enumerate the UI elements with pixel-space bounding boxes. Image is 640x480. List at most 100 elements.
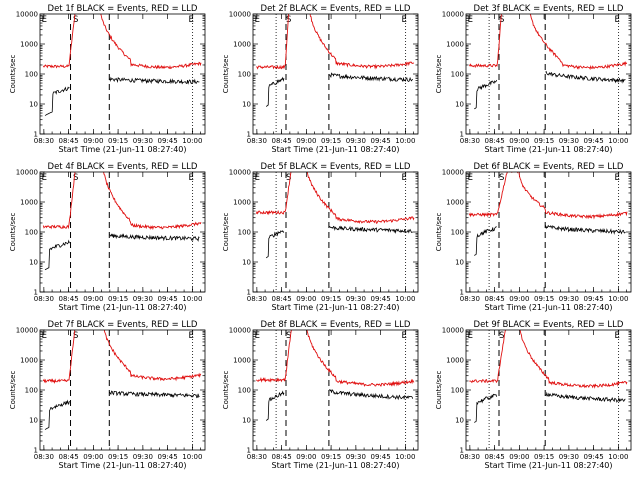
panel-det-3: Det 3f BLACK = Events, RED = LLD Counts/s…: [435, 4, 632, 154]
plot-frame: [39, 171, 206, 293]
series-lld: [42, 14, 202, 70]
marker-letter: E: [468, 173, 473, 183]
x-tick-label: 09:45: [371, 137, 391, 145]
y-tick-label: 1: [34, 447, 38, 455]
series-events: [474, 391, 626, 423]
plot-frame: [465, 171, 632, 293]
y-tick-label: 10: [29, 101, 38, 109]
y-tick-label: 1: [460, 447, 464, 455]
y-axis-label: Counts/sec: [9, 213, 17, 252]
marker-letter: E: [42, 173, 47, 183]
y-tick-label: 1000: [20, 357, 38, 365]
y-axis-label: Counts/sec: [435, 55, 443, 94]
y-tick-label: 1000: [20, 199, 38, 207]
marker-letter: E: [189, 173, 194, 183]
panel-det-1: Det 1f BLACK = Events, RED = LLD Counts/s…: [9, 4, 206, 154]
y-tick-label: 1: [34, 131, 38, 139]
plot-frame: [39, 13, 206, 135]
panel-det-6: Det 6f BLACK = Events, RED = LLD Counts/s…: [435, 162, 632, 312]
x-tick-label: 09:15: [108, 295, 128, 303]
x-tick-label: 09:15: [321, 295, 341, 303]
series-lld: [469, 330, 628, 389]
x-tick-label: 08:45: [59, 453, 79, 461]
x-tick-label: 09:45: [158, 453, 178, 461]
y-tick-label: 1: [247, 131, 251, 139]
y-tick-label: 1000: [446, 41, 464, 49]
series-events: [44, 390, 200, 430]
panel-title: Det 4f BLACK = Events, RED = LLD: [48, 162, 198, 172]
marker-letter: S: [499, 331, 504, 341]
panel-title: Det 9f BLACK = Events, RED = LLD: [474, 320, 624, 330]
x-axis-label: Start Time (21-Jun-11 08:27:40): [59, 461, 187, 470]
y-tick-label: 1000: [233, 357, 251, 365]
series-events: [265, 225, 413, 259]
y-axis-label: Counts/sec: [435, 213, 443, 252]
x-tick-label: 09:30: [133, 453, 153, 461]
x-tick-label: 08:30: [34, 453, 54, 461]
x-tick-label: 10:00: [182, 137, 202, 145]
x-tick-label: 08:30: [247, 295, 267, 303]
series-lld: [255, 172, 415, 224]
marker-letter: S: [286, 173, 291, 183]
marker-letter: E: [42, 331, 47, 341]
x-tick-label: 09:45: [371, 453, 391, 461]
x-tick-label: 09:30: [559, 137, 579, 145]
series-lld: [42, 330, 202, 385]
y-tick-label: 1: [247, 447, 251, 455]
x-tick-label: 10:00: [395, 137, 415, 145]
x-tick-label: 09:15: [534, 295, 554, 303]
x-tick-label: 09:45: [584, 137, 604, 145]
x-axis-label: Start Time (21-Jun-11 08:27:40): [485, 145, 613, 154]
x-tick-label: 09:45: [371, 295, 391, 303]
marker-letter: E: [255, 331, 260, 341]
plot-frame: [252, 329, 419, 451]
x-tick-label: 08:30: [34, 137, 54, 145]
x-tick-label: 09:00: [509, 295, 529, 303]
x-tick-label: 09:30: [346, 295, 366, 303]
panel-title: Det 7f BLACK = Events, RED = LLD: [48, 320, 198, 330]
x-tick-label: 08:45: [272, 453, 292, 461]
x-tick-label: 09:45: [158, 137, 178, 145]
y-tick-label: 1000: [446, 357, 464, 365]
panel-title: Det 5f BLACK = Events, RED = LLD: [261, 162, 411, 172]
y-tick-label: 100: [451, 71, 464, 79]
y-tick-label: 10000: [442, 11, 464, 19]
panel-title: Det 3f BLACK = Events, RED = LLD: [474, 4, 624, 14]
plot-frame: [252, 13, 419, 135]
x-tick-label: 08:45: [485, 295, 505, 303]
x-tick-label: 09:45: [158, 295, 178, 303]
x-tick-label: 09:30: [346, 137, 366, 145]
marker-letter: S: [286, 15, 291, 25]
marker-letter: E: [615, 15, 620, 25]
y-axis-label: Counts/sec: [435, 371, 443, 410]
marker-letter: S: [286, 331, 291, 341]
y-tick-label: 10000: [442, 327, 464, 335]
x-tick-label: 09:15: [321, 453, 341, 461]
x-tick-label: 09:15: [534, 453, 554, 461]
marker-letter: S: [499, 15, 504, 25]
series-lld: [42, 172, 202, 231]
y-tick-label: 100: [451, 387, 464, 395]
plot-frame: [252, 171, 419, 293]
x-axis-label: Start Time (21-Jun-11 08:27:40): [272, 303, 400, 312]
panel-det-2: Det 2f BLACK = Events, RED = LLD Counts/s…: [222, 4, 419, 154]
y-tick-label: 10: [242, 417, 251, 425]
y-tick-label: 10000: [16, 327, 38, 335]
x-tick-label: 08:30: [460, 137, 480, 145]
y-tick-label: 10000: [229, 169, 251, 177]
x-tick-label: 10:00: [182, 453, 202, 461]
x-axis-label: Start Time (21-Jun-11 08:27:40): [59, 303, 187, 312]
y-tick-label: 1000: [233, 41, 251, 49]
panel-det-5: Det 5f BLACK = Events, RED = LLD Counts/s…: [222, 162, 419, 312]
y-tick-label: 10: [29, 259, 38, 267]
y-axis-label: Counts/sec: [222, 213, 230, 252]
marker-letter: S: [73, 173, 78, 183]
x-tick-label: 09:30: [559, 453, 579, 461]
series-events: [44, 76, 200, 116]
y-tick-label: 10000: [442, 169, 464, 177]
y-tick-label: 1000: [446, 199, 464, 207]
panel-title: Det 6f BLACK = Events, RED = LLD: [474, 162, 624, 172]
series-lld: [256, 330, 415, 387]
series-events: [44, 233, 200, 271]
